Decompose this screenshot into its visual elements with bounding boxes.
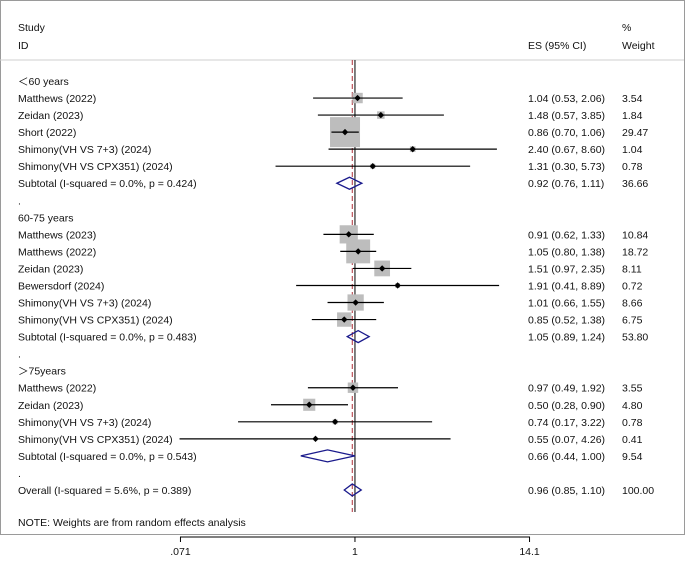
subtotal-diamond xyxy=(345,329,371,344)
subtotal-label: Subtotal (I-squared = 0.0%, p = 0.424) xyxy=(18,178,197,190)
overall-diamond xyxy=(343,483,363,497)
point-estimate xyxy=(394,282,401,289)
weight-text: 0.78 xyxy=(622,417,643,429)
study-label: Matthews (2022) xyxy=(18,383,96,395)
effect-size-text: 0.97 (0.49, 1.92) xyxy=(528,383,605,395)
study-label: Zeidan (2023) xyxy=(18,110,83,122)
effect-size-text: 0.74 (0.17, 3.22) xyxy=(528,417,605,429)
effect-size-text: 1.91 (0.41, 8.89) xyxy=(528,280,605,292)
point-estimate xyxy=(377,111,385,119)
weight-text: 0.72 xyxy=(622,280,643,292)
row-separator-dot: . xyxy=(18,468,21,480)
subgroup-label: 60-75 years xyxy=(18,212,73,224)
point-estimate xyxy=(341,128,349,136)
x-tick-label: .071 xyxy=(170,546,191,558)
study-label: Matthews (2022) xyxy=(18,246,96,258)
point-estimate xyxy=(349,384,357,391)
row-separator-dot: . xyxy=(18,195,21,207)
effect-size-text: 0.85 (0.52, 1.38) xyxy=(528,315,605,327)
study-label: Zeidan (2023) xyxy=(18,400,83,412)
weights-note: NOTE: Weights are from random effects an… xyxy=(18,517,246,529)
study-label: Zeidan (2023) xyxy=(18,263,83,275)
point-estimate xyxy=(306,401,313,408)
point-estimate xyxy=(345,231,352,238)
study-label: Bewersdorf (2024) xyxy=(18,280,104,292)
point-estimate xyxy=(409,145,416,153)
subgroup-label: ＜60 years xyxy=(18,76,69,88)
weight-text: 8.66 xyxy=(622,298,643,310)
effect-size-text: 0.86 (0.70, 1.06) xyxy=(528,127,605,139)
weight-text: 0.41 xyxy=(622,434,643,446)
study-label: Shimony(VH VS 7+3) (2024) xyxy=(18,417,151,429)
point-estimate xyxy=(352,299,359,306)
weight-text: 53.80 xyxy=(622,332,648,344)
header-es: ES (95% CI) xyxy=(528,40,586,52)
header-study: Study xyxy=(18,22,46,34)
effect-size-text: 0.50 (0.28, 0.90) xyxy=(528,400,605,412)
row-separator-dot: . xyxy=(18,349,21,361)
x-tick-label: 1 xyxy=(352,546,358,558)
weight-text: 29.47 xyxy=(622,127,648,139)
subtotal-label: Subtotal (I-squared = 0.0%, p = 0.483) xyxy=(18,332,197,344)
weight-text: 6.75 xyxy=(622,315,643,327)
study-label: Shimony(VH VS 7+3) (2024) xyxy=(18,144,151,156)
weight-text: 1.04 xyxy=(622,144,643,156)
subtotal-diamond xyxy=(335,176,364,190)
subtotal-diamond xyxy=(300,449,356,463)
header-percent: % xyxy=(622,22,631,34)
study-label: Shimony(VH VS CPX351) (2024) xyxy=(18,161,173,173)
point-estimate xyxy=(331,418,339,425)
study-label: Short (2022) xyxy=(18,127,76,139)
study-label: Matthews (2022) xyxy=(18,93,96,105)
weight-text: 36.66 xyxy=(622,178,648,190)
effect-size-text: 0.92 (0.76, 1.11) xyxy=(528,178,604,190)
point-estimate xyxy=(312,435,319,443)
effect-size-text: 1.51 (0.97, 2.35) xyxy=(528,263,605,275)
study-label: Matthews (2023) xyxy=(18,229,96,241)
weight-text: 3.54 xyxy=(622,93,643,105)
effect-size-text: 0.66 (0.44, 1.00) xyxy=(528,451,605,463)
effect-size-text: 1.05 (0.89, 1.24) xyxy=(528,332,605,344)
effect-size-text: 1.04 (0.53, 2.06) xyxy=(528,93,605,105)
point-estimate xyxy=(378,265,386,272)
subgroup-label: ＞75years xyxy=(18,366,66,378)
weight-text: 18.72 xyxy=(622,246,648,258)
header-weight: Weight xyxy=(622,40,655,52)
subtotal-label: Subtotal (I-squared = 0.0%, p = 0.543) xyxy=(18,451,197,463)
weight-text: 8.11 xyxy=(622,263,642,275)
weight-text: 9.54 xyxy=(622,451,643,463)
weight-text: 100.00 xyxy=(622,485,654,497)
x-tick-label: 14.1 xyxy=(519,546,540,558)
effect-size-text: 1.01 (0.66, 1.55) xyxy=(528,298,605,310)
point-estimate xyxy=(354,248,362,255)
weight-text: 1.84 xyxy=(622,110,643,122)
point-estimate xyxy=(369,163,376,170)
study-label: Shimony(VH VS CPX351) (2024) xyxy=(18,434,173,446)
effect-size-text: 2.40 (0.67, 8.60) xyxy=(528,144,605,156)
weight-text: 3.55 xyxy=(622,383,643,395)
effect-size-text: 1.48 (0.57, 3.85) xyxy=(528,110,605,122)
weight-text: 0.78 xyxy=(622,161,643,173)
header-id: ID xyxy=(18,40,29,52)
weight-text: 4.80 xyxy=(622,400,643,412)
point-estimate xyxy=(341,316,348,323)
effect-size-text: 1.05 (0.80, 1.38) xyxy=(528,246,605,258)
study-label: Shimony(VH VS CPX351) (2024) xyxy=(18,315,173,327)
effect-size-text: 0.91 (0.62, 1.33) xyxy=(528,229,605,241)
plot-frame xyxy=(0,0,685,535)
effect-size-text: 1.31 (0.30, 5.73) xyxy=(528,161,605,173)
effect-size-text: 0.55 (0.07, 4.26) xyxy=(528,434,605,446)
point-estimate xyxy=(354,94,361,102)
x-axis: .071 1 14.1 xyxy=(170,536,540,558)
overall-label: Overall (I-squared = 5.6%, p = 0.389) xyxy=(18,485,191,497)
rows-layer: ＜60 years Matthews (2022) 1.04 (0.53, 2.06… xyxy=(18,60,654,512)
effect-size-text: 0.96 (0.85, 1.10) xyxy=(528,485,605,497)
weight-text: 10.84 xyxy=(622,229,648,241)
study-label: Shimony(VH VS 7+3) (2024) xyxy=(18,298,151,310)
